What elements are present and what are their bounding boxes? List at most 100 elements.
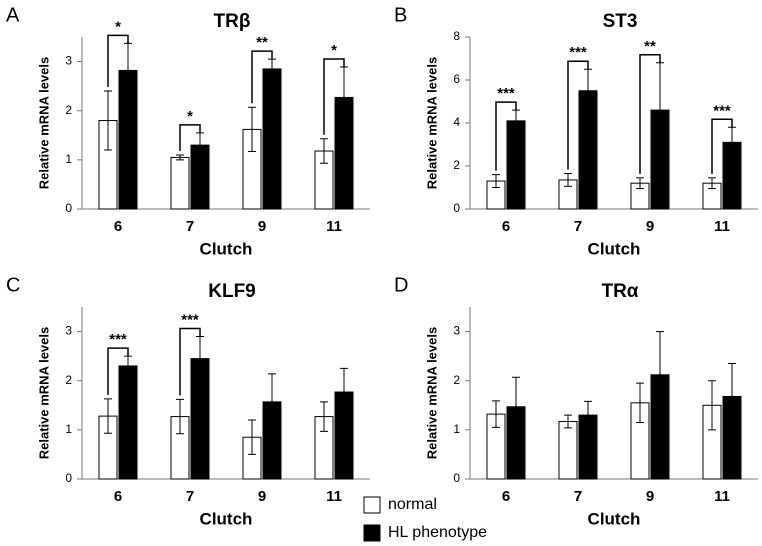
x-tick-label: 11 [326, 488, 342, 505]
significance-bracket [711, 118, 733, 174]
y-tick-label: 1 [65, 422, 72, 436]
x-tick-label: 7 [186, 218, 194, 235]
x-tick-label: 9 [646, 218, 654, 235]
significance-bracket [567, 60, 589, 170]
significance-label: ** [256, 34, 268, 51]
panel-letter: A [6, 4, 20, 26]
significance-label: *** [713, 102, 731, 119]
error-bar [124, 42, 132, 98]
y-tick-label: 2 [65, 103, 72, 117]
error-bar [104, 398, 112, 434]
y-axis-label: Relative mRNA levels [424, 57, 439, 189]
y-tick-label: 0 [453, 471, 460, 485]
y-axis-label: Relative mRNA levels [36, 327, 51, 459]
significance-label: * [115, 18, 121, 35]
y-tick-label: 0 [453, 201, 460, 215]
legend-swatch [363, 496, 381, 514]
significance-bracket [495, 101, 517, 171]
error-bar [268, 58, 276, 80]
significance-label: *** [569, 44, 587, 61]
chart-title: KLF9 [208, 281, 256, 302]
y-axis-label: Relative mRNA levels [424, 327, 439, 459]
x-tick-label: 6 [114, 488, 122, 505]
x-tick-label: 11 [714, 218, 730, 235]
error-bar [340, 367, 348, 417]
y-tick-label: 6 [453, 72, 460, 86]
error-bar [124, 355, 132, 377]
x-axis-label: Clutch [588, 239, 641, 258]
x-axis-label: Clutch [200, 509, 253, 528]
y-tick-label: 3 [65, 324, 72, 338]
y-tick-label: 1 [453, 422, 460, 436]
significance-bracket [179, 124, 201, 151]
panel-letter: D [394, 274, 408, 296]
chart-title: TRβ [214, 11, 251, 32]
error-bar [708, 177, 716, 190]
error-bar [268, 373, 276, 431]
y-tick-label: 0 [65, 471, 72, 485]
bar [262, 68, 282, 210]
error-bar [584, 400, 592, 430]
significance-bracket [179, 327, 201, 396]
x-tick-label: 9 [258, 488, 266, 505]
chart-title: TRα [601, 281, 638, 302]
significance-bracket [107, 347, 129, 395]
x-tick-label: 6 [502, 488, 510, 505]
error-bar [320, 401, 328, 432]
error-bar [492, 400, 500, 428]
significance-bracket [323, 58, 345, 135]
y-tick-label: 2 [453, 158, 460, 172]
y-tick-label: 1 [65, 152, 72, 166]
x-axis-label: Clutch [588, 509, 641, 528]
significance-label: * [187, 108, 193, 125]
y-tick-label: 4 [453, 115, 460, 129]
bar [558, 421, 578, 480]
error-bar [728, 363, 736, 430]
significance-label: ** [644, 38, 656, 55]
error-bar [636, 177, 644, 190]
error-bar [656, 331, 664, 419]
x-tick-label: 6 [114, 218, 122, 235]
panel-letter: C [6, 274, 20, 296]
y-tick-label: 3 [65, 54, 72, 68]
error-bar [564, 173, 572, 187]
x-tick-label: 9 [258, 218, 266, 235]
error-bar [708, 380, 716, 431]
x-tick-label: 7 [574, 488, 582, 505]
x-tick-label: 11 [326, 218, 342, 235]
x-tick-label: 11 [714, 488, 730, 505]
x-tick-label: 6 [502, 218, 510, 235]
bar [170, 156, 190, 210]
error-bar [320, 138, 328, 164]
x-tick-label: 7 [574, 218, 582, 235]
error-bar [512, 376, 520, 437]
panel-letter: B [394, 4, 407, 26]
error-bar [248, 419, 256, 455]
significance-bracket [251, 50, 273, 104]
significance-bracket [639, 54, 661, 174]
significance-bracket [107, 34, 129, 88]
x-axis-label: Clutch [200, 239, 253, 258]
error-bar [196, 335, 204, 382]
error-bar [104, 90, 112, 151]
y-tick-label: 2 [65, 373, 72, 387]
error-bar [564, 414, 572, 429]
error-bar [176, 154, 184, 161]
chart-title: ST3 [603, 11, 638, 32]
legend-label: normal [388, 496, 437, 513]
error-bar [636, 382, 644, 423]
y-tick-label: 2 [453, 373, 460, 387]
bar [506, 120, 526, 210]
x-tick-label: 9 [646, 488, 654, 505]
error-bar [196, 132, 204, 158]
error-bar [176, 398, 184, 435]
error-bar [492, 174, 500, 188]
y-tick-label: 0 [65, 201, 72, 215]
y-axis-label: Relative mRNA levels [36, 57, 51, 189]
y-tick-label: 8 [453, 29, 460, 43]
legend-swatch [363, 524, 381, 542]
significance-label: * [331, 42, 337, 59]
y-tick-label: 3 [453, 324, 460, 338]
significance-label: *** [181, 311, 199, 328]
bar [118, 365, 138, 480]
